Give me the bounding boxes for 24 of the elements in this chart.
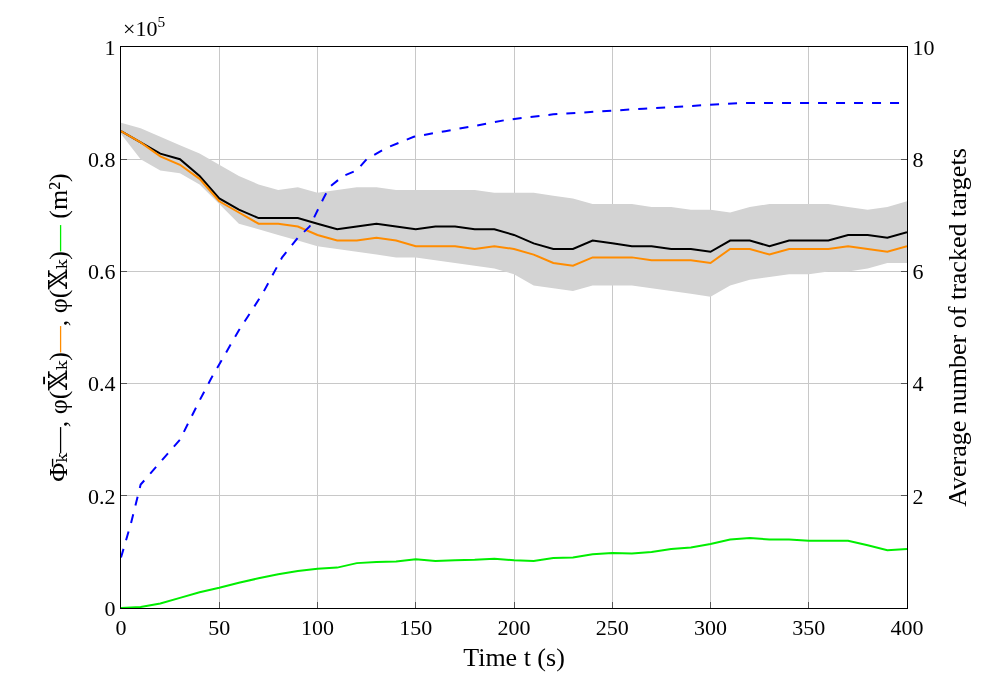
y-axis-title: Φ̄ₖ—, φ(𝕏̄ₖ)—, φ(𝕏ₖ)— (m²) (42, 173, 74, 482)
y-tick-label: 0.6 (88, 259, 116, 285)
y-tick-label: 0.2 (88, 483, 116, 509)
y2-tick-label: 4 (912, 371, 924, 397)
x-tick-label: 150 (399, 615, 433, 641)
line-series (121, 536, 907, 608)
text: ×10$^{5}$ (123, 13, 166, 42)
y-tick-label: 0.4 (88, 371, 116, 397)
y2-tick-label: 8 (912, 146, 924, 172)
y2-tick-label: 6 (912, 259, 924, 285)
x-tick-label: 400 (890, 615, 924, 641)
x-tick-label: 350 (792, 615, 826, 641)
y2-axis-title: Average number of tracked targets (943, 148, 973, 507)
y-tick-label: 0 (104, 595, 116, 621)
x-tick-label: 200 (497, 615, 531, 641)
x-tick-label: 100 (301, 615, 334, 641)
x-tick-label: 250 (595, 615, 629, 641)
y2-tick-label: 10 (912, 34, 935, 60)
x-tick-label: 300 (694, 615, 727, 641)
x-tick-label: 50 (208, 615, 231, 641)
y-tick-label: 0.8 (88, 146, 116, 172)
y-tick-label: 1 (104, 34, 116, 60)
y2-tick-label: 2 (912, 483, 924, 509)
x-axis-title: Time t (s) (463, 643, 565, 673)
